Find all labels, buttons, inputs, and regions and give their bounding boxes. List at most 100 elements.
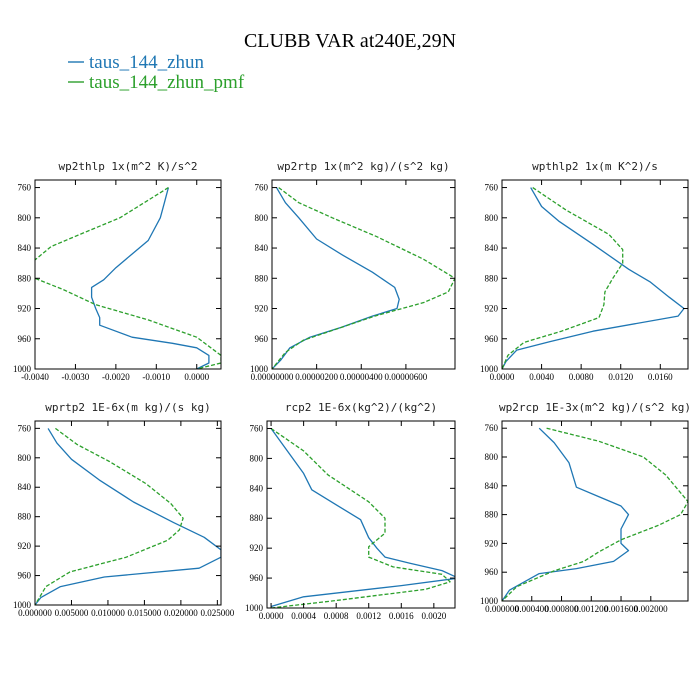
plot-frame (501, 420, 689, 602)
legend: taus_144_zhun taus_144_zhun_pmf (68, 52, 245, 93)
y-tick-label: 800 (250, 453, 264, 463)
x-tick-label: 0.00000600 (385, 372, 428, 382)
series-line-taus-144-zhun-pmf (502, 187, 624, 369)
plot-frame (34, 420, 222, 606)
x-tick-label: 0.002000 (634, 604, 668, 614)
panel-wprtp2: wprtp2 1E-6x(m kg)/(s kg) 760 800 840 880 920… (13, 401, 235, 618)
panel-title-wpthlp2: wpthlp2 1x(m K^2)/s (532, 160, 658, 173)
x-tick-label: 0.001200 (574, 604, 608, 614)
plot-frame (271, 179, 456, 370)
x-tick-label: 0.0080 (569, 372, 594, 382)
x-tick-label: 0.025000 (200, 608, 234, 618)
y-tick-label: 840 (485, 243, 499, 253)
x-tick-label: 0.0008 (324, 611, 349, 621)
y-tick-label: 1000 (250, 364, 269, 374)
y-tick-label: 800 (18, 213, 32, 223)
panel-wp2rtp: wp2rtp 1x(m^2 kg)/(s^2 kg) 760 800 840 880 92… (250, 160, 456, 382)
x-tick-label: -0.0010 (142, 372, 170, 382)
x-tick-label: 0.00000400 (340, 372, 383, 382)
legend-label-taus-144-zhun: taus_144_zhun (89, 52, 205, 73)
x-tick-label: 0.0120 (608, 372, 633, 382)
y-tick-label: 840 (250, 483, 264, 493)
series-line-taus-144-zhun (502, 427, 630, 601)
y-tick-label: 880 (250, 513, 264, 523)
panel-wp2thlp: wp2thlp 1x(m^2 K)/s^2 760 800 840 880 920 960 1… (13, 160, 222, 382)
plot-frame (501, 179, 689, 370)
x-tick-label: 0.0020 (421, 611, 446, 621)
x-tick-label: 0.0012 (356, 611, 381, 621)
x-tick-label: 0.000400 (515, 604, 549, 614)
x-tick-label: 0.00000000 (251, 372, 294, 382)
y-tick-label: 880 (485, 273, 499, 283)
x-tick-label: 0.0160 (648, 372, 673, 382)
panel-title-wp2rcp: wp2rcp 1E-3x(m^2 kg)/(s^2 kg) (499, 401, 691, 414)
x-tick-label: -0.0030 (62, 372, 90, 382)
legend-label-taus-144-zhun-pmf: taus_144_zhun_pmf (89, 72, 245, 93)
x-tick-label: -0.0040 (21, 372, 49, 382)
y-tick-label: 920 (485, 304, 499, 314)
y-tick-label: 880 (485, 510, 499, 520)
y-tick-label: 960 (18, 571, 32, 581)
x-tick-label: 0.0004 (291, 611, 316, 621)
panel-title-rcp2: rcp2 1E-6x(kg^2)/(kg^2) (285, 401, 437, 414)
y-tick-label: 800 (255, 213, 269, 223)
series-line-taus-144-zhun-pmf (35, 427, 184, 605)
y-tick-label: 920 (255, 304, 269, 314)
x-tick-label: 0.005000 (55, 608, 89, 618)
y-tick-label: 960 (485, 567, 499, 577)
x-tick-label: 0.0000 (259, 611, 284, 621)
y-tick-label: 760 (250, 423, 264, 433)
x-tick-label: 0.0000 (184, 372, 209, 382)
y-tick-label: 960 (18, 334, 32, 344)
x-tick-label: -0.0020 (102, 372, 130, 382)
series-line-taus-144-zhun (35, 428, 221, 605)
y-tick-label: 960 (255, 334, 269, 344)
panel-rcp2: rcp2 1E-6x(kg^2)/(kg^2) 760 800 840 880 920 96… (245, 401, 456, 621)
x-tick-label: 0.000000 (18, 608, 52, 618)
y-tick-label: 960 (250, 573, 264, 583)
y-tick-label: 800 (485, 452, 499, 462)
series-line-taus-144-zhun (90, 187, 210, 369)
y-tick-label: 920 (250, 543, 264, 553)
panel-wp2rcp: wp2rcp 1E-3x(m^2 kg)/(s^2 kg)760 800 840 88… (480, 401, 691, 614)
x-tick-label: 0.000000 (485, 604, 519, 614)
panel-title-wprtp2: wprtp2 1E-6x(m kg)/(s kg) (45, 401, 211, 414)
y-tick-label: 760 (255, 183, 269, 193)
y-tick-label: 960 (485, 334, 499, 344)
y-tick-label: 760 (485, 183, 499, 193)
y-tick-label: 1000 (13, 600, 32, 610)
x-tick-label: 0.0016 (389, 611, 414, 621)
series-line-taus-144-zhun (502, 187, 685, 369)
y-tick-label: 920 (18, 541, 32, 551)
y-tick-label: 1000 (480, 364, 499, 374)
series-line-taus-144-zhun (270, 428, 455, 608)
y-tick-label: 1000 (245, 603, 264, 613)
series-line-taus-144-zhun-pmf (35, 187, 221, 369)
y-tick-label: 800 (18, 453, 32, 463)
series-line-taus-144-zhun-pmf (502, 427, 688, 601)
y-tick-label: 760 (18, 423, 32, 433)
series-line-taus-144-zhun-pmf (270, 427, 451, 608)
legend-entry-taus-144-zhun: taus_144_zhun (68, 52, 205, 73)
panels: wp2thlp 1x(m^2 K)/s^2 760 800 840 880 920 960 1… (13, 160, 691, 621)
y-tick-label: 840 (18, 482, 32, 492)
x-tick-label: 0.020000 (164, 608, 198, 618)
plot-frame (34, 179, 222, 370)
x-tick-label: 0.00000200 (295, 372, 338, 382)
x-tick-label: 0.001600 (604, 604, 638, 614)
panel-title-wp2thlp: wp2thlp 1x(m^2 K)/s^2 (58, 160, 197, 173)
x-tick-label: 0.0040 (529, 372, 554, 382)
y-tick-label: 840 (255, 243, 269, 253)
x-tick-label: 0.010000 (91, 608, 125, 618)
y-tick-label: 1000 (480, 596, 499, 606)
legend-entry-taus-144-zhun-pmf: taus_144_zhun_pmf (68, 72, 245, 93)
y-tick-label: 1000 (13, 364, 32, 374)
y-tick-label: 920 (485, 538, 499, 548)
y-tick-label: 880 (255, 273, 269, 283)
series-line-taus-144-zhun (272, 187, 400, 369)
series-line-taus-144-zhun-pmf (272, 187, 455, 369)
y-tick-label: 920 (18, 304, 32, 314)
plot-frame (266, 420, 456, 609)
panel-wpthlp2: wpthlp2 1x(m K^2)/s 760 800 840 880 920 960 100… (480, 160, 689, 382)
